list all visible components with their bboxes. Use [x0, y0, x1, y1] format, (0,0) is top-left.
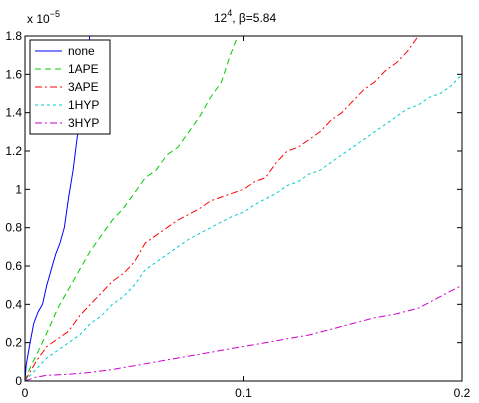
chart-title-rest: , β=5.84: [232, 11, 276, 25]
y-tick-label: 0.4: [5, 297, 22, 311]
legend-label-1hyp: 1HYP: [68, 98, 99, 112]
axes-layer: 0 0.1 0.2 0 0.2 0.4 0.6 0.8 1 1.2 1.4 1.6 1.8: [5, 29, 470, 400]
y-exponent-sup: −5: [50, 9, 60, 19]
x-tick-label: 0.1: [235, 386, 252, 400]
series-line-3hyp: [25, 284, 462, 381]
y-tick-label: 0.2: [5, 336, 22, 350]
series-line-1ape: [25, 36, 239, 381]
x-tick-label: 0.2: [454, 386, 471, 400]
legend-label-none: none: [68, 44, 95, 58]
y-exponent-label: x 10−5: [27, 9, 60, 26]
legend-label-3hyp: 3HYP: [68, 116, 99, 130]
chart-title-base: 12: [214, 11, 228, 25]
y-tick-label: 0: [15, 374, 22, 388]
y-tick-label: 1.2: [5, 144, 22, 158]
legend: none 1APE 3APE 1HYP 3HYP: [29, 39, 111, 135]
y-tick-label: 1.6: [5, 67, 22, 81]
x-tick-label: 0: [22, 386, 29, 400]
y-tick-label: 1: [15, 182, 22, 196]
y-tick-label: 1.4: [5, 106, 22, 120]
series-line-3ape: [25, 36, 419, 381]
legend-label-3ape: 3APE: [68, 80, 99, 94]
series-line-1hyp: [25, 73, 462, 381]
y-exponent-base: x 10: [27, 12, 50, 26]
y-tick-label: 0.8: [5, 221, 22, 235]
chart-title-sup: 4: [227, 8, 232, 18]
legend-box: [29, 39, 111, 135]
y-tick-label: 1.8: [5, 29, 22, 43]
y-tick-label: 0.6: [5, 259, 22, 273]
legend-label-1ape: 1APE: [68, 62, 99, 76]
chart-title: 124, β=5.84: [214, 8, 277, 25]
